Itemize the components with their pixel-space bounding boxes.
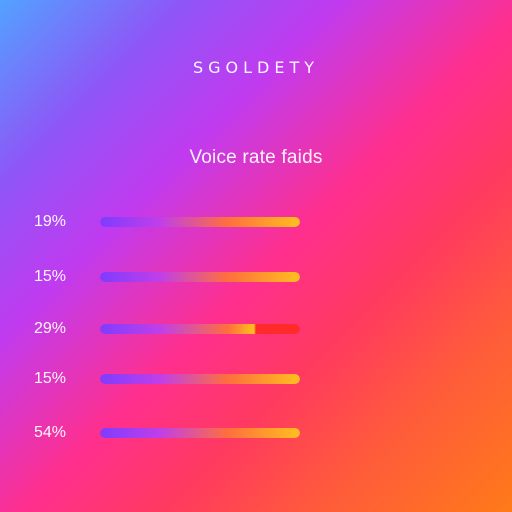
progress-track (100, 324, 300, 334)
progress-fill (100, 374, 300, 384)
stat-row: 54% (34, 421, 314, 445)
stat-row: 19% (34, 210, 314, 234)
stat-row: 15% (34, 265, 314, 289)
stat-percent: 15% (34, 268, 67, 285)
progress-fill (100, 272, 300, 282)
progress-track (100, 428, 300, 438)
stat-row: 15% (34, 367, 314, 391)
stat-percent: 29% (34, 320, 67, 337)
stat-percent: 54% (34, 424, 67, 441)
progress-fill (100, 324, 300, 334)
brand-title: SGOLDETY (192, 58, 320, 77)
progress-track (100, 217, 300, 227)
stat-row: 29% (34, 317, 314, 341)
stat-percent: 19% (34, 213, 67, 230)
section-subtitle: Voice rate faids (189, 147, 323, 168)
progress-fill (100, 428, 300, 438)
progress-track (100, 272, 300, 282)
progress-fill (100, 217, 300, 227)
progress-track (100, 374, 300, 384)
stat-percent: 15% (34, 370, 67, 387)
